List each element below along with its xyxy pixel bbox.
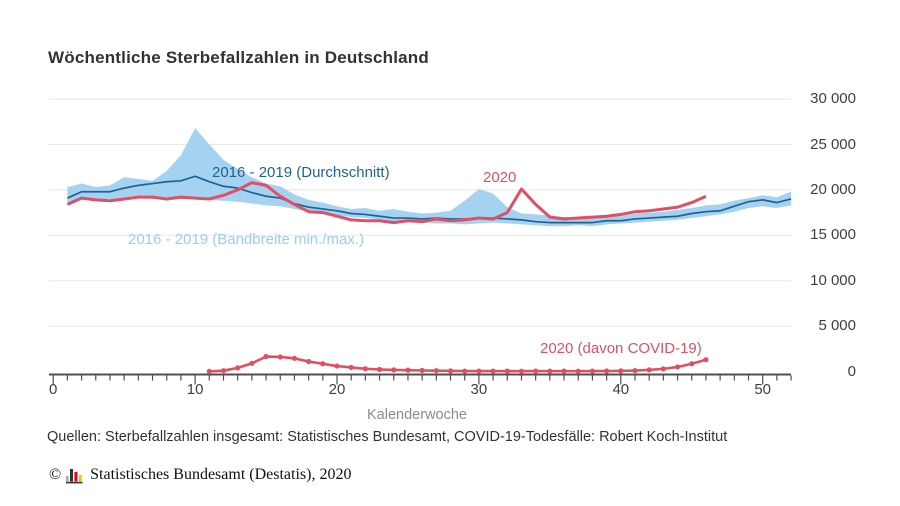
x-tick-label: 10	[186, 381, 204, 398]
destatis-bar-chart-icon	[66, 468, 83, 483]
copyright-line: © Statistisches Bundesamt (Destatis), 20…	[49, 466, 351, 484]
sources-note: Quellen: Sterbefallzahlen insgesamt: Sta…	[47, 429, 728, 445]
y-tick-label: 15 000	[810, 226, 856, 244]
copyright-symbol: ©	[49, 466, 62, 483]
legend-label-2020: 2020	[483, 169, 517, 186]
y-tick-label: 25 000	[810, 135, 856, 153]
y-tick-label: 30 000	[810, 90, 856, 108]
x-tick-label: 50	[754, 381, 772, 398]
data-series	[66, 128, 792, 227]
y-tick-label: 5 000	[818, 317, 856, 335]
x-tick-label: 40	[612, 381, 630, 398]
y-tick-label: 10 000	[810, 271, 856, 289]
covid-series	[206, 353, 709, 375]
x-tick-label: 20	[328, 381, 346, 398]
legend-label-covid-deaths: 2020 (davon COVID-19)	[540, 340, 702, 357]
y-tick-label: 20 000	[810, 180, 856, 198]
legend-label-band-min-max: 2016 - 2019 (Bandbreite min./max.)	[128, 231, 364, 248]
page-title: Wöchentliche Sterbefallzahlen in Deutsch…	[48, 48, 429, 67]
x-tick-label: 0	[49, 381, 58, 398]
y-tick-label: 0	[847, 362, 856, 380]
x-tick-label: 30	[470, 381, 488, 398]
x-axis-title: Kalenderwoche	[367, 407, 467, 423]
x-axis	[49, 373, 792, 385]
legend-label-average-2016-2019: 2016 - 2019 (Durchschnitt)	[212, 164, 390, 181]
copyright-text: Statistisches Bundesamt (Destatis), 2020	[90, 466, 352, 483]
gridlines	[49, 98, 791, 327]
